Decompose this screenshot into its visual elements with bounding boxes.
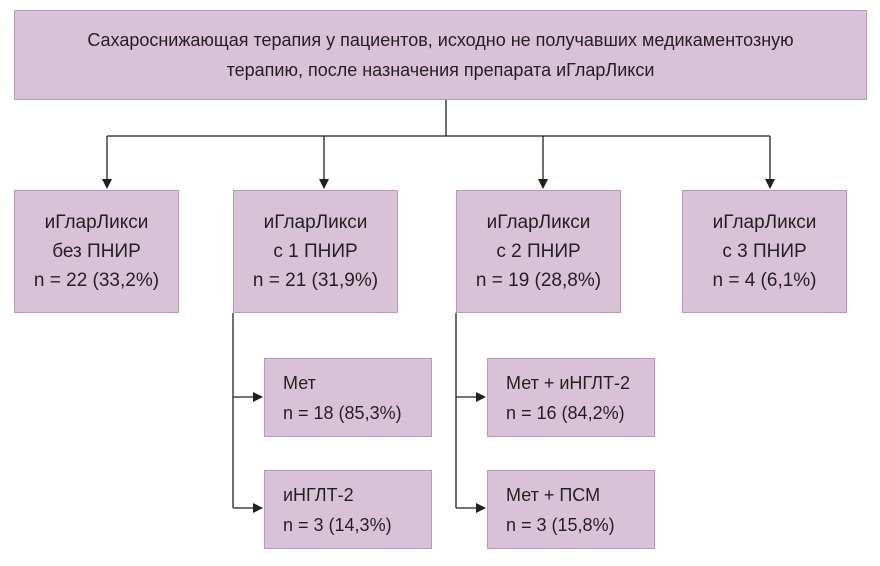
- group-title: иГларЛикси: [712, 212, 817, 233]
- group-subtitle: с 1 ПНИР: [273, 241, 358, 262]
- subgroup-box-1-1: иНГЛТ-2 n = 3 (14,3%): [264, 470, 432, 549]
- subgroup-label: Мет: [283, 372, 316, 393]
- subgroup-label: Мет + иНГЛТ-2: [506, 372, 630, 393]
- group-subtitle: с 2 ПНИР: [496, 241, 581, 262]
- group-title: иГларЛикси: [44, 212, 149, 233]
- subgroup-box-1-0: Мет n = 18 (85,3%): [264, 358, 432, 437]
- group-count: n = 21 (31,9%): [252, 270, 379, 291]
- group-count: n = 22 (33,2%): [33, 270, 160, 291]
- subgroup-count: n = 18 (85,3%): [283, 402, 402, 423]
- root-line-1: Сахароснижающая терапия у пациентов, исх…: [87, 30, 794, 50]
- subgroup-box-2-1: Мет + ПСМ n = 3 (15,8%): [487, 470, 655, 549]
- group-subtitle: без ПНИР: [52, 241, 141, 262]
- root-box: Сахароснижающая терапия у пациентов, исх…: [14, 10, 867, 100]
- group-count: n = 19 (28,8%): [475, 270, 602, 291]
- group-box-0: иГларЛикси без ПНИР n = 22 (33,2%): [14, 190, 179, 313]
- root-line-2: терапию, после назначения препарата иГла…: [226, 60, 655, 80]
- subgroup-count: n = 3 (14,3%): [283, 514, 392, 535]
- group-box-3: иГларЛикси с 3 ПНИР n = 4 (6,1%): [682, 190, 847, 313]
- subgroup-count: n = 3 (15,8%): [506, 514, 615, 535]
- group-box-2: иГларЛикси с 2 ПНИР n = 19 (28,8%): [456, 190, 621, 313]
- subgroup-label: иНГЛТ-2: [283, 484, 354, 505]
- group-subtitle: с 3 ПНИР: [722, 241, 807, 262]
- group-title: иГларЛикси: [486, 212, 591, 233]
- subgroup-label: Мет + ПСМ: [506, 484, 601, 505]
- subgroup-box-2-0: Мет + иНГЛТ-2 n = 16 (84,2%): [487, 358, 655, 437]
- subgroup-count: n = 16 (84,2%): [506, 402, 625, 423]
- group-title: иГларЛикси: [263, 212, 368, 233]
- group-count: n = 4 (6,1%): [712, 270, 817, 291]
- group-box-1: иГларЛикси с 1 ПНИР n = 21 (31,9%): [233, 190, 398, 313]
